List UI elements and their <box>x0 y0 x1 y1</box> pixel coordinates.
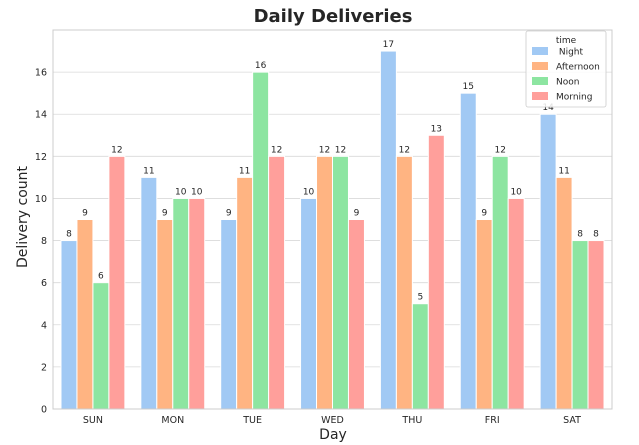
bar-value-label: 9 <box>162 209 168 219</box>
legend-entry-label: Noon <box>556 78 579 88</box>
bar-value-label: 9 <box>481 209 487 219</box>
y-tick-label: 16 <box>35 68 47 79</box>
bar-value-label: 9 <box>226 209 232 219</box>
bar <box>539 113 557 410</box>
bar <box>411 303 429 410</box>
bar-value-label: 16 <box>255 61 267 71</box>
bar <box>76 219 94 410</box>
bar <box>587 240 605 410</box>
y-tick-label: 6 <box>41 278 47 289</box>
y-tick-label: 10 <box>35 194 47 205</box>
x-axis-label: Day <box>319 427 347 443</box>
bar <box>236 176 254 410</box>
bar <box>252 71 270 410</box>
y-tick-label: 0 <box>41 405 47 416</box>
bar <box>427 134 445 410</box>
bar-value-label: 12 <box>399 145 410 155</box>
bar-value-label: 11 <box>558 166 569 176</box>
bar <box>507 197 525 410</box>
bar-value-label: 10 <box>510 187 522 197</box>
bar <box>347 219 365 410</box>
bar <box>268 155 286 410</box>
legend-swatch <box>532 62 548 70</box>
bar-value-label: 12 <box>335 145 346 155</box>
bar <box>475 219 493 410</box>
y-tick-label: 2 <box>41 362 47 373</box>
y-tick-label: 8 <box>41 236 47 247</box>
bar <box>220 219 238 410</box>
bar-value-label: 8 <box>66 230 72 240</box>
bar-value-label: 11 <box>143 166 154 176</box>
bar-value-label: 15 <box>463 82 474 92</box>
bar <box>300 197 318 410</box>
bar <box>555 176 573 410</box>
bar <box>491 155 509 410</box>
legend-swatch <box>532 47 548 55</box>
bar <box>172 197 190 410</box>
chart-title: Daily Deliveries <box>254 6 413 27</box>
bar <box>188 197 206 410</box>
bar-value-label: 13 <box>431 124 442 134</box>
bar-value-label: 5 <box>417 293 423 303</box>
x-tick-label: SUN <box>83 415 103 426</box>
bar-value-label: 12 <box>494 145 505 155</box>
bar <box>395 155 413 410</box>
y-tick-label: 4 <box>41 320 47 331</box>
bar <box>108 155 126 410</box>
bar-value-label: 9 <box>354 209 360 219</box>
bar-value-label: 10 <box>175 187 187 197</box>
bar-value-label: 11 <box>239 166 250 176</box>
x-tick-label: SAT <box>563 415 581 426</box>
legend-swatch <box>532 77 548 85</box>
legend-swatch <box>532 92 548 100</box>
bar-value-label: 10 <box>303 187 315 197</box>
bar <box>316 155 333 410</box>
bar-value-label: 8 <box>593 230 599 240</box>
bar-value-label: 8 <box>577 230 583 240</box>
bar <box>379 50 397 410</box>
plot-frame <box>52 29 613 410</box>
x-tick-label: THU <box>401 415 422 426</box>
bar-value-label: 6 <box>98 272 104 282</box>
bar <box>92 282 110 410</box>
bar-value-label: 12 <box>319 145 330 155</box>
legend-entry-label: Morning <box>556 93 592 103</box>
bar <box>156 219 174 410</box>
y-axis-label: Delivery count <box>15 165 31 268</box>
bar-value-label: 12 <box>271 145 282 155</box>
bar-labels: 8 11 9 10 17 15 14 9 9 11 12 12 9 11 6 10 16 12 5 12 8 12 10 12… <box>66 40 599 303</box>
x-tick-label: WED <box>321 415 344 426</box>
legend-entry-label: Night <box>556 48 584 58</box>
bar-value-label: 14 <box>542 103 554 113</box>
bars <box>60 50 605 410</box>
x-axis: SUN MON TUE WED THU FRI SAT <box>83 415 581 426</box>
x-tick-label: MON <box>161 415 184 426</box>
x-tick-label: FRI <box>485 415 500 426</box>
y-tick-label: 12 <box>35 152 47 163</box>
bar <box>332 155 349 410</box>
legend-entry-label: Afternoon <box>556 63 600 73</box>
y-tick-label: 14 <box>35 110 47 121</box>
y-axis: 0 2 4 6 8 10 12 14 16 <box>35 68 47 416</box>
bar-value-label: 10 <box>191 187 203 197</box>
bar <box>60 240 78 410</box>
bar <box>459 92 477 410</box>
bar-value-label: 12 <box>111 145 122 155</box>
bar <box>140 176 158 410</box>
legend-title: time <box>556 36 577 46</box>
bar <box>571 240 589 410</box>
legend: time Night Afternoon Noon Morning <box>525 30 607 108</box>
bar-value-label: 9 <box>82 209 88 219</box>
bar-value-label: 17 <box>383 40 394 50</box>
x-tick-label: TUE <box>242 415 262 426</box>
